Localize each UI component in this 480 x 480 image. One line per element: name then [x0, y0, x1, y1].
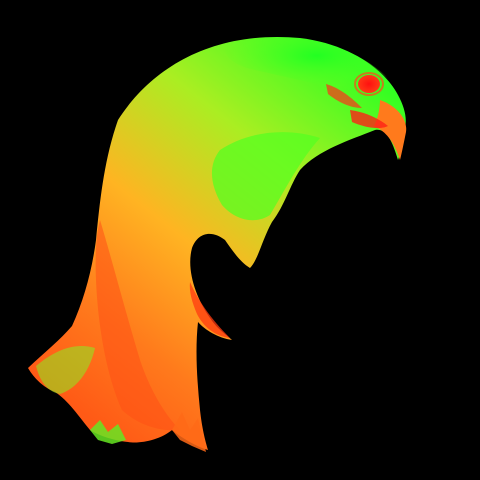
feather-tufts-right [172, 412, 206, 452]
cheek-highlight [211, 132, 320, 221]
crown-highlight [224, 37, 393, 99]
beak-red-edge [350, 110, 388, 129]
neck-highlight [36, 346, 95, 394]
neck-shadow [95, 220, 180, 431]
eye-ring [354, 72, 384, 96]
throat-shadow [189, 282, 230, 338]
eye [358, 75, 380, 93]
cere-red-band [326, 84, 362, 108]
feather-tufts [90, 420, 126, 444]
beak [374, 100, 407, 160]
